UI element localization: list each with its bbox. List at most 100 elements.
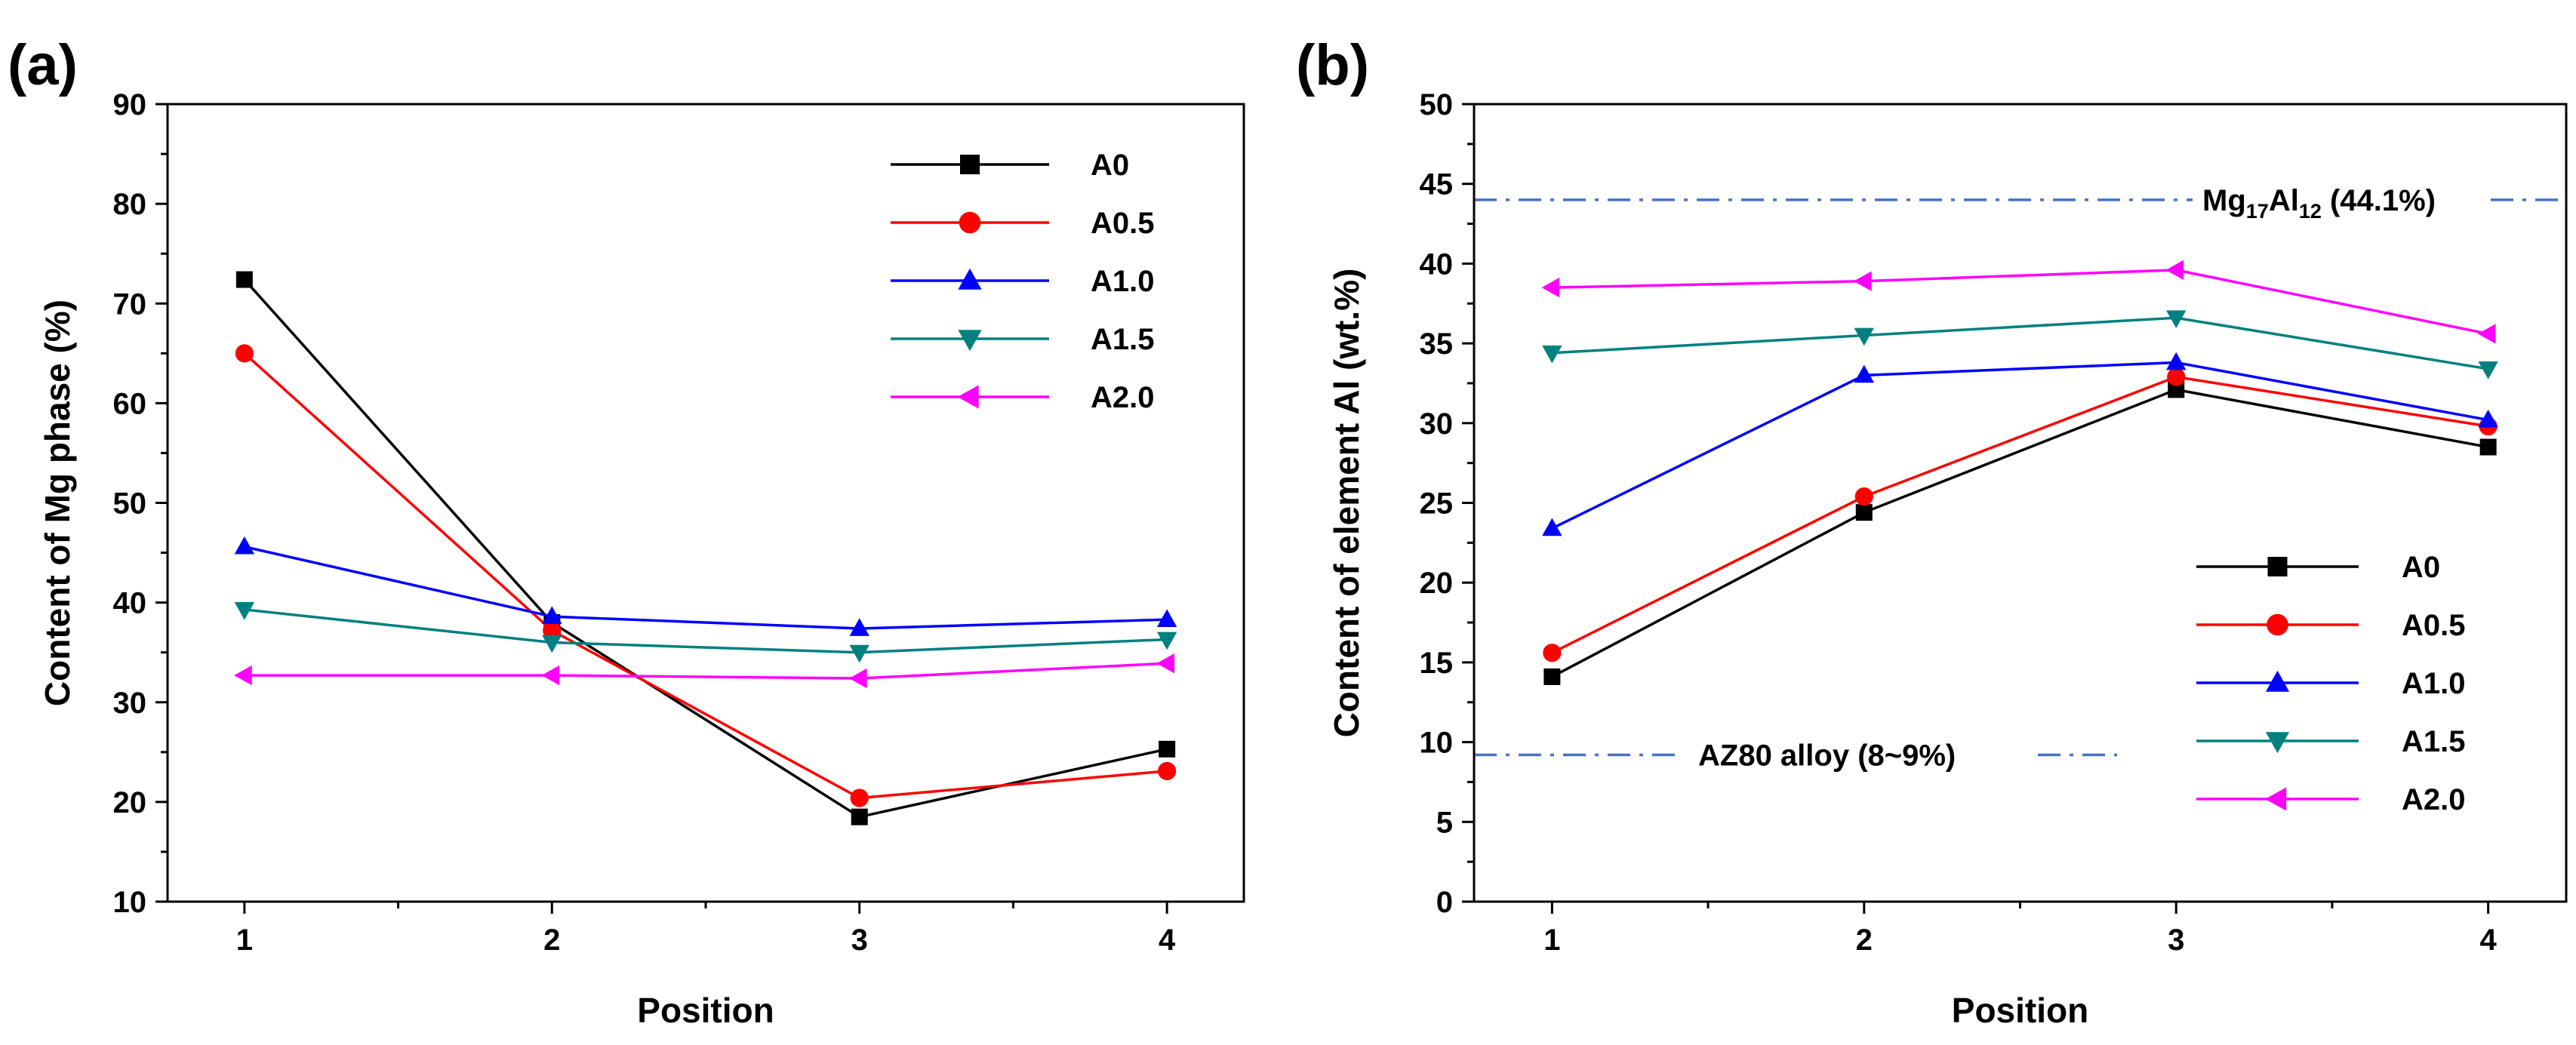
panel-a-y-tick-label: 10 bbox=[113, 886, 147, 919]
data-point bbox=[1543, 644, 1562, 662]
data-point bbox=[1156, 653, 1175, 674]
series-line bbox=[244, 545, 1168, 630]
panel-b-y-tick-label: 40 bbox=[1420, 247, 1454, 281]
legend-marker bbox=[958, 330, 982, 352]
panel-b-reference-line-0: Mg17Al12 (44.1%) bbox=[1474, 184, 2566, 223]
panel-a-x-axis-title: Position bbox=[637, 991, 774, 1030]
panel-b-y-tick-label: 45 bbox=[1420, 168, 1454, 201]
panel-a-y-tick-label: 50 bbox=[113, 487, 147, 521]
panel-b-x-tick-label: 1 bbox=[1543, 924, 1560, 957]
legend-marker bbox=[959, 211, 981, 234]
legend-marker bbox=[2267, 557, 2288, 576]
legend-label: A2.0 bbox=[1091, 381, 1155, 414]
series-line bbox=[1552, 316, 2488, 370]
panel-a-x-tick-label: 4 bbox=[1159, 924, 1176, 957]
data-point bbox=[1541, 277, 1560, 298]
data-point bbox=[234, 601, 255, 620]
panel-b-y-tick-label: 25 bbox=[1420, 487, 1454, 521]
panel-b-y-tick-label: 5 bbox=[1436, 806, 1453, 839]
data-point bbox=[849, 618, 869, 636]
panel-a-series-A2.0 bbox=[234, 653, 1175, 689]
legend-entry: A1.5 bbox=[2196, 725, 2466, 758]
legend-entry: A2.0 bbox=[891, 381, 1155, 414]
reference-label-part: Al bbox=[2269, 184, 2299, 217]
panel-b-legend: A0 A0.5 A1.0 A1.5 A2.0 bbox=[2196, 551, 2466, 816]
data-point bbox=[2168, 381, 2185, 398]
legend-entry: A0.5 bbox=[891, 207, 1155, 240]
panel-b-series-A2.0 bbox=[1541, 260, 2496, 344]
reference-label-part: (44.1%) bbox=[2322, 184, 2436, 217]
panel-b-series-A1.5 bbox=[1542, 310, 2498, 380]
series-line bbox=[1551, 388, 2488, 678]
data-point bbox=[1854, 364, 1874, 383]
panel-b-axes-frame bbox=[1473, 103, 2568, 903]
panel-b-series-A1.0 bbox=[1542, 352, 2498, 536]
data-point bbox=[1156, 632, 1177, 650]
reference-label: AZ80 alloy (8~9%) bbox=[1698, 739, 1956, 773]
panel-b-reference-line-1: AZ80 alloy (8~9%) bbox=[1474, 739, 2117, 773]
panel-a: (a) 10 20 30 40 50 60 70 80 90 1 2 3 4 Position Content… bbox=[8, 33, 1245, 1030]
reference-label-part: 17 bbox=[2246, 200, 2269, 223]
legend-marker bbox=[2265, 670, 2290, 692]
panel-a-series-A0 bbox=[235, 271, 1176, 825]
reference-label: Mg17Al12 (44.1%) bbox=[2202, 184, 2436, 223]
legend-entry: A1.5 bbox=[891, 323, 1155, 356]
data-point bbox=[234, 665, 252, 686]
series-line bbox=[243, 278, 1168, 819]
panel-b-y-tick-label: 30 bbox=[1420, 407, 1454, 441]
panel-a-y-tick-label: 20 bbox=[113, 786, 147, 819]
legend-label: A0.5 bbox=[2402, 609, 2466, 642]
panel-b-x-axis-title: Position bbox=[1952, 991, 2088, 1030]
data-point bbox=[1542, 345, 1562, 364]
data-point bbox=[2166, 310, 2187, 329]
panel-b-series-A0.5 bbox=[1543, 367, 2498, 662]
legend-entry: A1.0 bbox=[891, 265, 1155, 298]
panel-a-label: (a) bbox=[8, 33, 78, 97]
data-point bbox=[1855, 504, 1873, 521]
legend-entry: A0.5 bbox=[2196, 609, 2466, 642]
legend-marker bbox=[958, 268, 982, 290]
series-line bbox=[243, 352, 1168, 800]
data-point bbox=[849, 644, 869, 663]
reference-label-part: Mg bbox=[2202, 184, 2246, 217]
legend-entry: A0 bbox=[891, 149, 1129, 182]
panel-b: (b)Mg17Al12 (44.1%)AZ80 alloy (8~9%)0510… bbox=[1296, 33, 2568, 1030]
panel-b-x-tick-label: 4 bbox=[2480, 924, 2498, 957]
data-point bbox=[542, 606, 562, 625]
data-point bbox=[2166, 352, 2187, 370]
panel-b-y-tick-label: 20 bbox=[1420, 567, 1454, 600]
legend-marker bbox=[957, 385, 979, 409]
series-line bbox=[1551, 361, 2488, 530]
panel-a-y-tick-label: 70 bbox=[113, 287, 147, 321]
data-point bbox=[541, 665, 560, 686]
legend-label: A1.0 bbox=[2402, 667, 2466, 700]
legend-label: A2.0 bbox=[2402, 783, 2466, 816]
panel-b-y-tick-label: 15 bbox=[1420, 647, 1454, 680]
panel-a-y-tick-label: 30 bbox=[113, 687, 147, 720]
panel-b-x-tick-label: 3 bbox=[2168, 924, 2184, 957]
data-point bbox=[1159, 740, 1176, 758]
data-point bbox=[848, 668, 867, 689]
data-point bbox=[2479, 438, 2497, 456]
data-point bbox=[235, 271, 253, 288]
reference-label-part: 12 bbox=[2299, 200, 2322, 223]
legend-marker bbox=[2265, 787, 2287, 811]
panel-a-x-tick-label: 3 bbox=[851, 924, 868, 957]
data-point bbox=[2167, 367, 2186, 386]
legend-label: A1.5 bbox=[1091, 323, 1155, 356]
panel-a-legend: A0 A0.5 A1.0 A1.5 A2.0 bbox=[891, 149, 1155, 414]
panel-b-series-A0 bbox=[1543, 381, 2497, 685]
legend-label: A1.5 bbox=[2402, 725, 2466, 758]
panel-a-y-tick-label: 80 bbox=[113, 188, 147, 221]
series-line bbox=[244, 662, 1168, 680]
data-point bbox=[2478, 361, 2498, 380]
data-point bbox=[1158, 761, 1177, 781]
panel-b-label: (b) bbox=[1296, 33, 1369, 97]
data-point bbox=[2478, 409, 2498, 428]
panel-a-axes-frame bbox=[166, 103, 1245, 903]
data-point bbox=[1854, 271, 1872, 291]
data-point bbox=[234, 536, 255, 555]
data-point bbox=[2477, 324, 2496, 344]
panel-a-y-tick-label: 90 bbox=[113, 88, 147, 121]
